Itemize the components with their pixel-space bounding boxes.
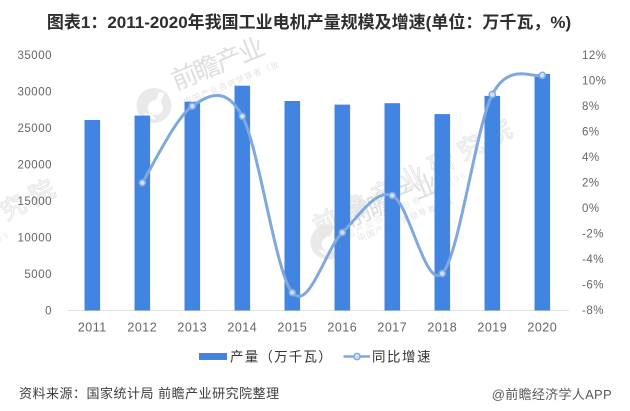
svg-text:-4%: -4% <box>582 254 604 266</box>
svg-text:0%: 0% <box>582 203 600 215</box>
svg-text:25000: 25000 <box>18 123 52 135</box>
svg-text:8%: 8% <box>582 101 600 113</box>
svg-text:-6%: -6% <box>582 280 604 292</box>
svg-text:产量（万千瓦）: 产量（万千瓦） <box>230 350 333 365</box>
svg-text:2015: 2015 <box>277 321 307 335</box>
svg-text:2013: 2013 <box>177 321 207 335</box>
svg-text:5000: 5000 <box>24 269 52 281</box>
svg-text:10000: 10000 <box>18 233 52 245</box>
svg-text:-8%: -8% <box>582 305 604 317</box>
svg-text:2019: 2019 <box>477 321 507 335</box>
svg-text:10%: 10% <box>582 76 607 88</box>
svg-text:12%: 12% <box>582 50 607 62</box>
svg-text:2017: 2017 <box>377 321 407 335</box>
svg-text:2012: 2012 <box>127 321 157 335</box>
svg-text:2014: 2014 <box>227 321 257 335</box>
svg-text:2%: 2% <box>582 178 600 190</box>
svg-text:20000: 20000 <box>18 160 52 172</box>
svg-text:6%: 6% <box>582 127 600 139</box>
svg-text:2020: 2020 <box>527 321 557 335</box>
svg-text:0: 0 <box>45 306 52 318</box>
svg-text:2018: 2018 <box>427 321 457 335</box>
svg-text:中国产业咨询领导者 8395999: 中国产业咨询领导者 8395999 <box>0 229 12 307</box>
svg-text:4%: 4% <box>582 152 600 164</box>
svg-text:15000: 15000 <box>18 196 52 208</box>
svg-text:-2%: -2% <box>582 229 604 241</box>
svg-text:30000: 30000 <box>18 87 52 99</box>
svg-text:同比增速: 同比增速 <box>372 350 432 365</box>
svg-text:2016: 2016 <box>327 321 357 335</box>
svg-text:2011: 2011 <box>78 321 107 335</box>
svg-text:35000: 35000 <box>18 50 52 62</box>
